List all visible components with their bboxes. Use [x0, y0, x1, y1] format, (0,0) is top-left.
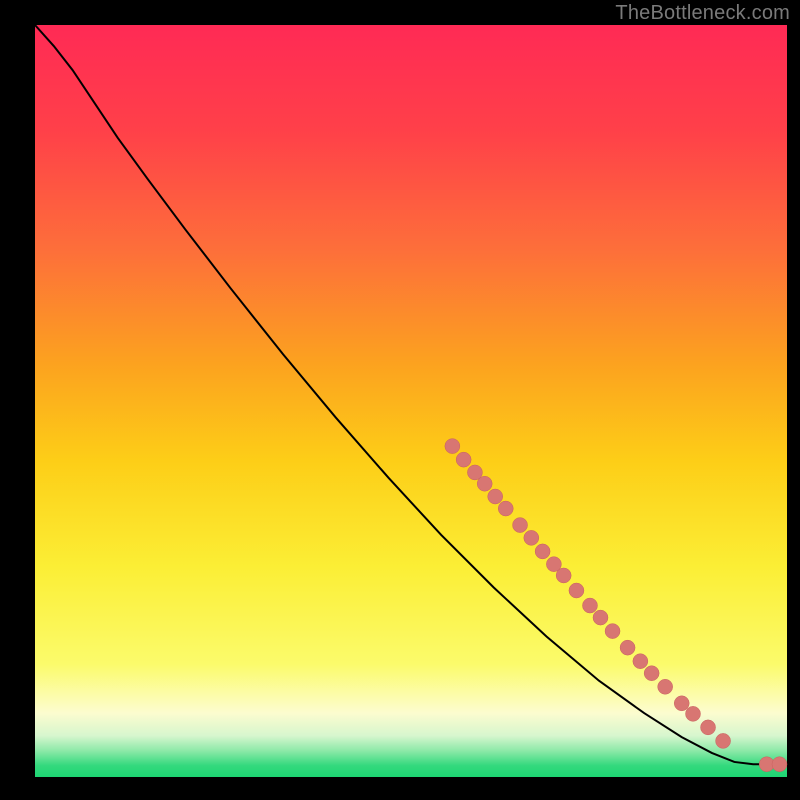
data-marker [445, 439, 460, 454]
data-marker [686, 706, 701, 721]
data-marker [674, 696, 689, 711]
data-marker [582, 598, 597, 613]
data-marker [605, 624, 620, 639]
data-marker [658, 679, 673, 694]
data-marker [456, 452, 471, 467]
data-marker [556, 568, 571, 583]
chart-frame: TheBottleneck.com [0, 0, 800, 800]
data-marker [772, 757, 787, 772]
data-marker [488, 489, 503, 504]
data-marker [644, 666, 659, 681]
gradient-background [35, 25, 787, 777]
data-marker [498, 501, 513, 516]
data-marker [593, 610, 608, 625]
data-marker [716, 733, 731, 748]
data-marker [701, 720, 716, 735]
bottleneck-chart [0, 0, 800, 800]
data-marker [569, 583, 584, 598]
data-marker [620, 640, 635, 655]
data-marker [633, 654, 648, 669]
data-marker [524, 530, 539, 545]
watermark-text: TheBottleneck.com [615, 2, 790, 25]
data-marker [477, 476, 492, 491]
data-marker [535, 544, 550, 559]
data-marker [513, 518, 528, 533]
